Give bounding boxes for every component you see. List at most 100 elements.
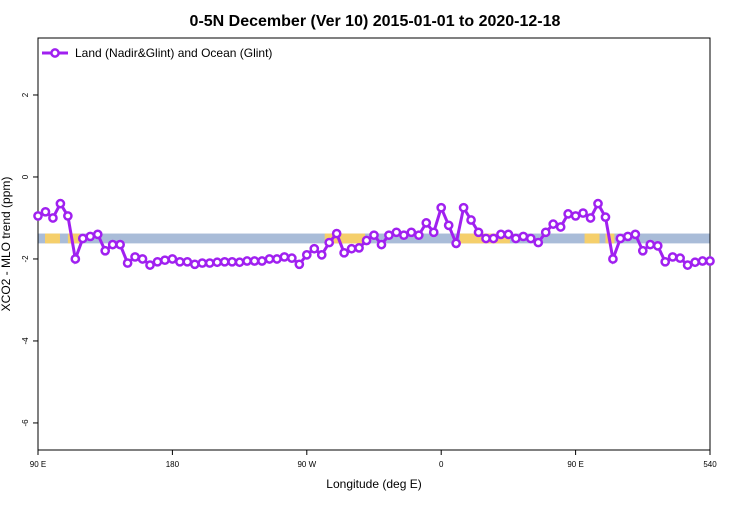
data-point	[585, 213, 596, 223]
data-point	[354, 243, 364, 253]
data-point	[667, 252, 678, 262]
data-point	[496, 229, 506, 240]
data-point	[234, 257, 245, 268]
data-point	[85, 231, 96, 242]
data-point	[399, 230, 409, 241]
band-highlight	[67, 233, 80, 244]
data-point	[309, 243, 320, 254]
band-highlight	[45, 233, 60, 244]
data-point	[428, 227, 439, 238]
data-point	[160, 255, 170, 266]
data-point	[122, 258, 133, 268]
data-point	[413, 230, 424, 241]
data-point	[593, 198, 603, 209]
data-point	[145, 260, 155, 270]
data-point	[675, 253, 685, 263]
y-axis-label: XCO2 - MLO trend (ppm)	[0, 177, 13, 312]
data-point	[652, 240, 663, 251]
data-point	[369, 230, 379, 241]
data-point	[660, 256, 671, 267]
data-point	[301, 250, 312, 260]
data-point	[324, 237, 335, 248]
data-point	[555, 222, 566, 232]
data-point	[33, 211, 43, 221]
data-point	[645, 239, 656, 250]
legend-marker	[50, 48, 60, 58]
data-point	[391, 227, 402, 238]
y-tick-label: -4	[21, 337, 30, 345]
x-tick-label: 540	[703, 460, 717, 469]
data-point	[294, 259, 305, 270]
data-point	[533, 237, 544, 248]
data-point	[242, 256, 252, 266]
legend-label: Land (Nadir&Glint) and Ocean (Glint)	[75, 46, 272, 60]
y-tick-label: 0	[21, 174, 30, 179]
data-point	[339, 247, 349, 258]
data-point	[451, 238, 461, 249]
data-point	[63, 211, 73, 221]
data-point	[204, 258, 215, 268]
data-point	[458, 202, 469, 213]
x-tick-label: 0	[439, 460, 444, 469]
data-point	[384, 230, 394, 241]
chart-title: 0-5N December (Ver 10) 2015-01-01 to 202…	[190, 13, 561, 30]
data-point	[197, 258, 208, 268]
data-point	[272, 254, 282, 264]
x-tick-label: 180	[166, 460, 180, 469]
data-point	[705, 256, 715, 266]
data-point	[182, 256, 193, 267]
data-point	[473, 227, 484, 238]
data-point	[212, 257, 223, 268]
data-point	[257, 256, 267, 266]
data-point	[443, 220, 454, 231]
data-point	[175, 256, 185, 267]
data-point	[100, 245, 111, 256]
data-point	[563, 209, 573, 219]
data-point	[608, 254, 618, 264]
data-point	[690, 257, 700, 268]
data-point	[548, 219, 559, 229]
y-tick-label: -2	[21, 255, 30, 263]
data-point	[488, 233, 499, 244]
data-point	[152, 256, 163, 267]
data-point	[421, 218, 432, 228]
data-point	[525, 233, 536, 244]
band-highlight	[324, 233, 366, 244]
data-point	[219, 256, 230, 267]
data-point	[600, 212, 611, 222]
data-point	[115, 239, 125, 250]
data-point	[570, 211, 581, 221]
data-point	[48, 213, 58, 223]
data-point	[189, 259, 200, 270]
x-tick-label: 90 E	[567, 460, 583, 469]
data-point	[466, 215, 476, 225]
data-point	[40, 206, 51, 217]
data-point	[511, 233, 521, 244]
data-point	[481, 233, 491, 244]
plot-frame	[37, 37, 711, 451]
data-point	[77, 233, 88, 244]
data-point	[503, 229, 514, 240]
x-tick-label: 90 W	[297, 460, 316, 469]
data-point	[518, 231, 529, 242]
band-highlight	[584, 233, 600, 244]
data-point	[92, 229, 103, 240]
data-point	[130, 252, 140, 262]
data-point	[623, 231, 633, 242]
data-point	[249, 256, 260, 266]
data-point	[406, 227, 417, 238]
data-point	[346, 243, 357, 254]
data-point	[55, 198, 66, 209]
data-point	[630, 229, 641, 240]
data-point	[227, 256, 237, 267]
data-point	[361, 235, 372, 246]
data-point	[264, 254, 275, 264]
data-point	[287, 253, 297, 263]
data-point	[331, 228, 342, 239]
data-point	[70, 254, 81, 264]
data-point	[615, 233, 626, 244]
data-point	[279, 252, 290, 262]
data-point	[316, 250, 327, 260]
data-point	[436, 202, 447, 213]
